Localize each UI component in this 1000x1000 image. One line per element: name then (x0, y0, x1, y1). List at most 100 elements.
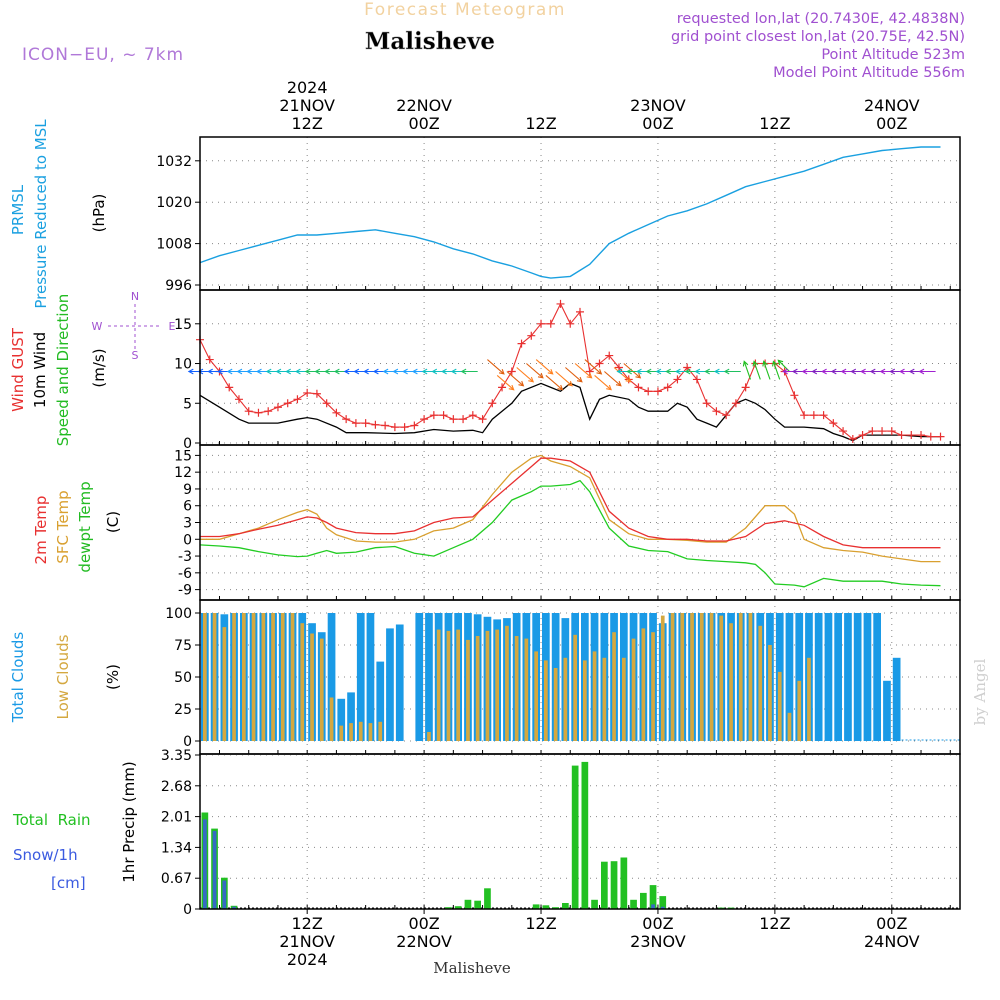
low-cloud-bar-4 (242, 613, 246, 741)
gust-marker-29 (478, 415, 487, 424)
ytick-label-4: 2.68 (161, 779, 192, 795)
ytick-label-7: 12 (174, 465, 192, 481)
gust-marker-21 (400, 423, 409, 432)
wind-direction-arrow-33 (526, 363, 544, 379)
total-cloud-bar-18 (376, 661, 385, 741)
gust-marker-61 (790, 391, 799, 400)
total-clouds-label: Total Clouds (9, 632, 27, 724)
low-cloud-bar-23 (427, 732, 431, 741)
low-cloud-bar-38 (573, 634, 577, 741)
dewpt-line (199, 479, 941, 588)
gust-marker-73 (907, 431, 916, 440)
total-cloud-bar-14 (337, 698, 346, 741)
wind-panel: 0 5 10 15 (174, 289, 961, 452)
rain-bar-20 (640, 892, 647, 909)
rain-bar-11 (552, 907, 559, 909)
gust-marker-12 (312, 389, 321, 398)
gust-marker-16 (351, 419, 360, 428)
compass-w: W (92, 320, 103, 333)
low-cloud-bar-18 (378, 721, 383, 741)
bottom-time-label-3-1: 23NOV (630, 932, 686, 951)
dewpt-label: dewpt Temp (76, 481, 94, 572)
top-time-label-1-1: 00Z (408, 114, 439, 133)
low-cloud-bar-60 (787, 712, 792, 741)
requested-coords: requested lon,lat (20.7430E, 42.4838N) (677, 11, 965, 27)
ytick-label-6: 9 (183, 482, 192, 498)
low-cloud-bar-51 (699, 613, 704, 741)
low-cloud-bar-35 (544, 660, 548, 741)
bottom-time-label-5-1: 24NOV (864, 932, 920, 951)
bottom-time-label-5-0: 00Z (876, 914, 907, 933)
ytick-label-0: -9 (178, 583, 192, 599)
snow-bar-3 (232, 906, 236, 909)
total-cloud-bar-71 (892, 657, 901, 741)
rain-bar-19 (630, 899, 637, 909)
rain-bar-9 (532, 904, 540, 909)
gust-marker-65 (829, 419, 838, 428)
gust-marker-56 (741, 383, 750, 392)
gust-marker-53 (712, 407, 721, 416)
gust-marker-45 (634, 383, 643, 392)
gust-marker-55 (731, 399, 740, 408)
ytick-label-5: 6 (183, 499, 192, 515)
bottom-time-label-0-0: 12Z (292, 914, 323, 933)
gust-marker-7 (264, 407, 273, 416)
ytick-label-4: 3 (183, 516, 192, 532)
ytick-label-0: 996 (165, 278, 192, 294)
low-cloud-bar-26 (456, 629, 460, 741)
wind-unit-label: (m/s) (90, 348, 108, 387)
low-cloud-bar-34 (534, 651, 538, 741)
top-time-label-0-0: 2024 (287, 78, 328, 97)
low-cloud-bar-42 (612, 632, 616, 741)
rain-bar-21 (649, 885, 657, 909)
gust-marker-4 (234, 395, 243, 404)
gust-marker-74 (917, 431, 926, 440)
low-cloud-bar-33 (524, 638, 529, 741)
low-cloud-bar-30 (495, 629, 499, 741)
rain-bar-22 (659, 896, 667, 909)
total-cloud-bar-66 (844, 613, 852, 741)
wind-direction-arrow-31 (506, 371, 525, 387)
gust-marker-24 (429, 411, 438, 420)
gust-marker-13 (322, 399, 331, 408)
place-title: Malisheve (365, 28, 495, 55)
rain-bar-8 (484, 888, 491, 909)
gust-marker-63 (809, 411, 818, 420)
gust-marker-75 (926, 432, 935, 441)
low-cloud-bar-25 (446, 630, 451, 741)
wind-direction-arrow-38 (574, 363, 593, 379)
precip-unit-label: 1hr Precip (mm) (120, 761, 138, 882)
gust-marker-19 (381, 421, 390, 430)
ytick-label-3: 75 (174, 638, 192, 654)
wind-direction-arrow-37 (565, 367, 583, 383)
gust-marker-69 (868, 427, 877, 436)
low-cloud-bar-5 (251, 613, 256, 741)
wind-speed-dir-label: Speed and Direction (54, 294, 72, 447)
gust-marker-76 (936, 432, 945, 441)
rain-bar-17 (610, 861, 618, 909)
ytick-label-2: -3 (178, 549, 192, 565)
gust-marker-11 (303, 388, 312, 397)
low-cloud-bar-13 (329, 697, 334, 741)
total-cloud-bar-19 (386, 628, 394, 741)
top-time-label-5-1: 00Z (876, 114, 907, 133)
rain-bar-16 (601, 861, 608, 909)
gust-marker-15 (342, 415, 351, 424)
ytick-label-3: 0 (183, 532, 192, 548)
rain-bar-10 (542, 905, 550, 909)
pressure-frame (199, 136, 961, 291)
low-cloud-bar-3 (232, 613, 236, 741)
wind-direction-arrow-35 (545, 374, 564, 391)
low-cloud-bar-62 (807, 657, 811, 741)
ytick-label-1: 5 (183, 396, 192, 412)
low-cloud-bar-14 (339, 725, 344, 741)
top-time-label-0-2: 12Z (292, 114, 323, 133)
gust-marker-28 (468, 411, 477, 420)
gust-marker-66 (839, 427, 848, 436)
wind-direction-arrow-36 (555, 371, 573, 387)
compass-s: S (132, 349, 139, 362)
low-cloud-bar-53 (719, 615, 724, 741)
snow-bar-2 (222, 880, 227, 909)
low-cloud-bar-58 (768, 645, 772, 741)
